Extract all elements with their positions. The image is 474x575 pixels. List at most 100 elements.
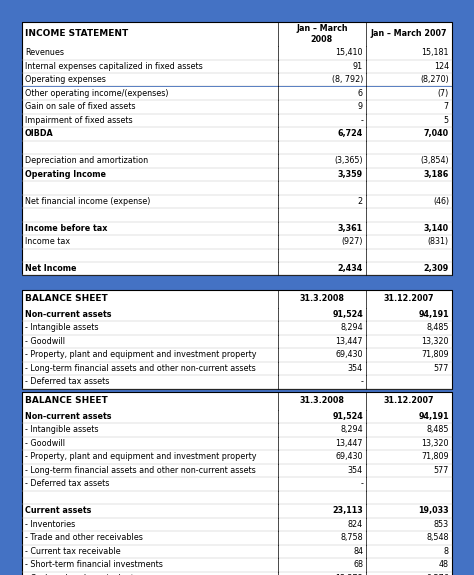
Text: 13,447: 13,447 bbox=[336, 439, 363, 448]
Text: 577: 577 bbox=[434, 364, 449, 373]
Text: 8,294: 8,294 bbox=[340, 323, 363, 332]
Text: 84: 84 bbox=[353, 547, 363, 556]
Text: Current assets: Current assets bbox=[25, 506, 91, 515]
Text: 13,447: 13,447 bbox=[336, 337, 363, 346]
Text: Depreciation and amortization: Depreciation and amortization bbox=[25, 156, 148, 165]
Text: BALANCE SHEET: BALANCE SHEET bbox=[25, 396, 108, 405]
Text: -: - bbox=[360, 377, 363, 386]
Text: 6,724: 6,724 bbox=[338, 129, 363, 138]
Text: - Long-term financial assets and other non-current assets: - Long-term financial assets and other n… bbox=[25, 466, 256, 475]
Text: BALANCE SHEET: BALANCE SHEET bbox=[25, 294, 108, 303]
Text: 8: 8 bbox=[444, 547, 449, 556]
Text: 91: 91 bbox=[353, 62, 363, 71]
Text: (7): (7) bbox=[438, 89, 449, 98]
Text: - Deferred tax assets: - Deferred tax assets bbox=[25, 377, 109, 386]
Text: 9,576: 9,576 bbox=[426, 574, 449, 575]
Text: 6: 6 bbox=[358, 89, 363, 98]
Text: - Long-term financial assets and other non-current assets: - Long-term financial assets and other n… bbox=[25, 364, 256, 373]
Text: Operating Income: Operating Income bbox=[25, 170, 106, 179]
Text: 3,186: 3,186 bbox=[424, 170, 449, 179]
Text: 354: 354 bbox=[348, 364, 363, 373]
Text: Gain on sale of fixed assets: Gain on sale of fixed assets bbox=[25, 102, 136, 111]
Text: 68: 68 bbox=[353, 560, 363, 569]
Text: (8, 792): (8, 792) bbox=[332, 75, 363, 85]
Text: 2: 2 bbox=[358, 197, 363, 206]
Text: 31.12.2007: 31.12.2007 bbox=[384, 294, 434, 303]
Text: - Intangible assets: - Intangible assets bbox=[25, 426, 99, 434]
Text: (8,270): (8,270) bbox=[420, 75, 449, 85]
Text: 7: 7 bbox=[444, 102, 449, 111]
Text: Income tax: Income tax bbox=[25, 237, 70, 246]
Text: 94,191: 94,191 bbox=[419, 310, 449, 319]
Text: Other operating income/(expenses): Other operating income/(expenses) bbox=[25, 89, 168, 98]
Text: - Trade and other receivables: - Trade and other receivables bbox=[25, 533, 143, 542]
Text: 9: 9 bbox=[358, 102, 363, 111]
Text: - Short-term financial investments: - Short-term financial investments bbox=[25, 560, 163, 569]
Text: Internal expenses capitalized in fixed assets: Internal expenses capitalized in fixed a… bbox=[25, 62, 203, 71]
Text: 8,548: 8,548 bbox=[427, 533, 449, 542]
Text: 7,040: 7,040 bbox=[424, 129, 449, 138]
Text: Impairment of fixed assets: Impairment of fixed assets bbox=[25, 116, 133, 125]
Text: 3,359: 3,359 bbox=[338, 170, 363, 179]
Text: Jan – March 2007: Jan – March 2007 bbox=[371, 29, 447, 39]
Text: -: - bbox=[360, 479, 363, 488]
Text: OIBDA: OIBDA bbox=[25, 129, 54, 138]
Text: Non-current assets: Non-current assets bbox=[25, 412, 111, 421]
Text: 91,524: 91,524 bbox=[332, 310, 363, 319]
Text: 5: 5 bbox=[444, 116, 449, 125]
Text: (46): (46) bbox=[433, 197, 449, 206]
Text: 354: 354 bbox=[348, 466, 363, 475]
Text: - Goodwill: - Goodwill bbox=[25, 439, 65, 448]
Text: (3,854): (3,854) bbox=[420, 156, 449, 165]
Text: Operating expenses: Operating expenses bbox=[25, 75, 106, 85]
Text: 8,485: 8,485 bbox=[427, 426, 449, 434]
Text: 13,378: 13,378 bbox=[336, 574, 363, 575]
Text: 2,309: 2,309 bbox=[424, 264, 449, 273]
Text: 577: 577 bbox=[434, 466, 449, 475]
Text: Net Income: Net Income bbox=[25, 264, 76, 273]
Text: 13,320: 13,320 bbox=[421, 337, 449, 346]
Text: INCOME STATEMENT: INCOME STATEMENT bbox=[25, 29, 128, 39]
Text: 69,430: 69,430 bbox=[336, 453, 363, 461]
Text: 853: 853 bbox=[434, 520, 449, 529]
Text: 23,113: 23,113 bbox=[332, 506, 363, 515]
Text: - Intangible assets: - Intangible assets bbox=[25, 323, 99, 332]
Text: 31.12.2007: 31.12.2007 bbox=[384, 396, 434, 405]
Text: Non-current assets: Non-current assets bbox=[25, 310, 111, 319]
Text: 31.3.2008: 31.3.2008 bbox=[300, 396, 345, 405]
Text: 31.3.2008: 31.3.2008 bbox=[300, 294, 345, 303]
Text: (927): (927) bbox=[341, 237, 363, 246]
Text: Revenues: Revenues bbox=[25, 48, 64, 58]
Text: 91,524: 91,524 bbox=[332, 412, 363, 421]
Text: 13,320: 13,320 bbox=[421, 439, 449, 448]
Text: - Goodwill: - Goodwill bbox=[25, 337, 65, 346]
Text: 15,410: 15,410 bbox=[336, 48, 363, 58]
Text: 71,809: 71,809 bbox=[421, 453, 449, 461]
Text: 71,809: 71,809 bbox=[421, 350, 449, 359]
Text: - Property, plant and equipment and investment property: - Property, plant and equipment and inve… bbox=[25, 453, 256, 461]
Text: 8,758: 8,758 bbox=[340, 533, 363, 542]
Text: 124: 124 bbox=[434, 62, 449, 71]
Text: (831): (831) bbox=[428, 237, 449, 246]
Text: - Current tax receivable: - Current tax receivable bbox=[25, 547, 120, 556]
Text: 69,430: 69,430 bbox=[336, 350, 363, 359]
Text: 3,361: 3,361 bbox=[338, 224, 363, 233]
Text: - Property, plant and equipment and investment property: - Property, plant and equipment and inve… bbox=[25, 350, 256, 359]
Text: 48: 48 bbox=[439, 560, 449, 569]
Text: 19,033: 19,033 bbox=[419, 506, 449, 515]
Text: 8,294: 8,294 bbox=[340, 426, 363, 434]
Text: 824: 824 bbox=[348, 520, 363, 529]
Text: Net financial income (expense): Net financial income (expense) bbox=[25, 197, 150, 206]
Text: -: - bbox=[360, 116, 363, 125]
Text: - Inventories: - Inventories bbox=[25, 520, 75, 529]
Text: Income before tax: Income before tax bbox=[25, 224, 108, 233]
Text: 94,191: 94,191 bbox=[419, 412, 449, 421]
Text: 8,485: 8,485 bbox=[427, 323, 449, 332]
Text: 3,140: 3,140 bbox=[424, 224, 449, 233]
Text: 15,181: 15,181 bbox=[421, 48, 449, 58]
Text: 2,434: 2,434 bbox=[338, 264, 363, 273]
Text: - Deferred tax assets: - Deferred tax assets bbox=[25, 479, 109, 488]
Text: (3,365): (3,365) bbox=[334, 156, 363, 165]
Text: Jan – March
2008: Jan – March 2008 bbox=[296, 24, 348, 44]
Text: - Cash and cash equivalents: - Cash and cash equivalents bbox=[25, 574, 138, 575]
